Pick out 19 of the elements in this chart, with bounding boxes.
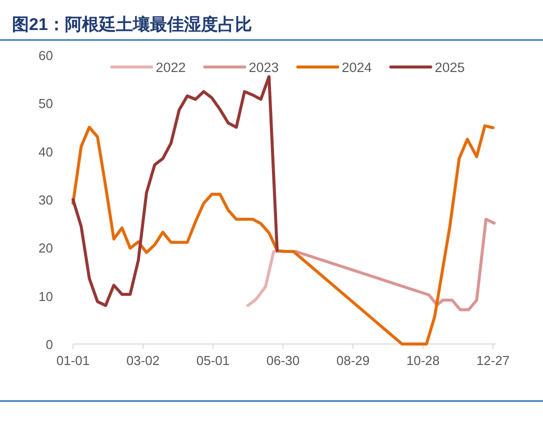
x-tick-label: 03-02 [126, 353, 160, 368]
x-tick-label: 08-29 [336, 353, 370, 368]
x-tick-label: 05-01 [196, 353, 230, 368]
x-tick-label: 06-30 [266, 353, 300, 368]
legend-label: 2022 [156, 60, 186, 75]
y-tick-label: 40 [38, 144, 53, 160]
y-tick-label: 30 [38, 192, 53, 208]
x-tick-label: 12-27 [476, 353, 510, 368]
y-tick-label: 50 [38, 96, 53, 112]
y-tick-label: 60 [38, 48, 53, 63]
x-tick-label: 10-28 [406, 353, 440, 368]
y-tick-label: 0 [46, 337, 53, 352]
chart-title: 图21：阿根廷土壤最佳湿度占比 [12, 15, 252, 34]
y-tick-label: 20 [38, 240, 53, 256]
y-tick-label: 10 [38, 288, 53, 304]
x-tick-label: 01-01 [56, 353, 90, 368]
legend-label: 2023 [248, 60, 279, 75]
legend-label: 2024 [342, 60, 372, 75]
legend-label: 2025 [434, 60, 465, 75]
